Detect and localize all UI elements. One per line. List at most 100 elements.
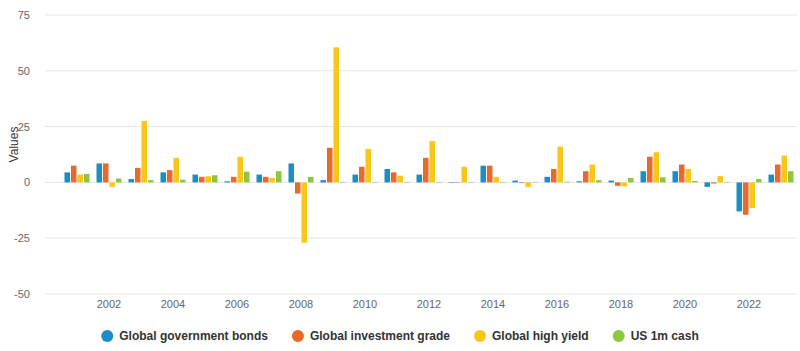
- legend: Global government bonds Global investment…: [101, 329, 698, 343]
- bar: [372, 182, 378, 184]
- x-tick-label: 2018: [609, 298, 633, 310]
- bar: [206, 176, 212, 182]
- legend-label: Global high yield: [492, 329, 589, 343]
- bar: [775, 165, 781, 183]
- bar: [519, 182, 525, 184]
- bar: [622, 182, 628, 186]
- grid-line: [45, 126, 797, 127]
- bar: [788, 171, 794, 182]
- bar: [321, 180, 327, 182]
- y-tick-label: 75: [18, 9, 30, 21]
- bar: [711, 182, 717, 183]
- bar: [647, 157, 653, 183]
- bar: [276, 171, 282, 182]
- bar: [545, 177, 551, 183]
- bar: [270, 178, 276, 182]
- y-tick-label: 50: [18, 65, 30, 77]
- bar: [526, 182, 532, 186]
- bar: [366, 149, 372, 182]
- bar: [532, 182, 538, 184]
- bar: [84, 174, 90, 182]
- y-tick-label: -50: [14, 288, 30, 300]
- x-tick-label: 2022: [737, 298, 761, 310]
- bar: [724, 182, 730, 184]
- bar: [654, 152, 660, 182]
- bar: [110, 182, 116, 186]
- bar: [199, 177, 205, 183]
- x-tick-label: 2006: [225, 298, 249, 310]
- legend-label: US 1m cash: [631, 329, 699, 343]
- bar: [353, 175, 359, 183]
- bar: [596, 180, 602, 182]
- bar: [705, 182, 711, 186]
- bar: [756, 179, 762, 182]
- bar: [289, 163, 295, 182]
- bar: [174, 158, 180, 183]
- bar: [481, 166, 487, 183]
- bar: [577, 181, 583, 182]
- bar: [244, 172, 250, 183]
- grid-line: [45, 238, 797, 239]
- bar: [583, 171, 589, 182]
- bar: [462, 167, 468, 183]
- bar: [564, 181, 570, 183]
- bar: [718, 176, 724, 182]
- bar: [263, 177, 269, 183]
- bar: [609, 181, 615, 183]
- bar: [417, 175, 423, 183]
- x-tick-label: 2002: [97, 298, 121, 310]
- x-tick-label: 2020: [673, 298, 697, 310]
- x-tick-label: 2004: [161, 298, 185, 310]
- bar: [737, 182, 743, 211]
- bar: [430, 141, 436, 182]
- bar: [455, 181, 461, 183]
- bar: [148, 180, 154, 182]
- bar: [327, 148, 333, 183]
- bar: [673, 171, 679, 182]
- grid-line: [45, 294, 797, 295]
- bar: [423, 158, 429, 183]
- bar: [692, 181, 698, 182]
- y-tick-label: 0: [24, 176, 30, 188]
- bar: [743, 182, 749, 214]
- bar: [494, 177, 500, 183]
- bar: [97, 163, 103, 182]
- bar: [340, 181, 346, 183]
- legend-label: Global investment grade: [310, 329, 450, 343]
- y-tick-label: -25: [14, 232, 30, 244]
- bar: [436, 182, 442, 184]
- bar: [686, 169, 692, 182]
- bar: [590, 165, 596, 183]
- bar: [295, 182, 301, 193]
- bar: [782, 156, 788, 183]
- x-tick-label: 2014: [481, 298, 505, 310]
- bar: [679, 165, 685, 183]
- bar: [238, 157, 244, 183]
- grid-line: [45, 70, 797, 71]
- bar: [167, 170, 173, 182]
- legend-label: Global government bonds: [119, 329, 268, 343]
- grid-line: [45, 15, 797, 16]
- legend-swatch: [474, 330, 486, 342]
- bars: [65, 47, 794, 242]
- bar: [398, 176, 404, 183]
- bar: [468, 182, 474, 184]
- bar: [359, 167, 365, 183]
- bar: [660, 177, 666, 182]
- bar: [135, 168, 141, 183]
- x-tick-label: 2008: [289, 298, 313, 310]
- y-axis-label: Values: [7, 127, 21, 163]
- bar: [161, 172, 167, 182]
- x-tick-label: 2016: [545, 298, 569, 310]
- bar: [180, 180, 186, 183]
- bar: [116, 179, 122, 183]
- legend-swatch: [101, 330, 113, 342]
- x-tick-label: 2010: [353, 298, 377, 310]
- bar: [142, 121, 148, 182]
- bar: [385, 169, 391, 182]
- bar: [302, 182, 308, 242]
- x-tick-label: 2012: [417, 298, 441, 310]
- bar: [500, 182, 506, 184]
- bar: [641, 171, 647, 182]
- bar: [257, 175, 263, 183]
